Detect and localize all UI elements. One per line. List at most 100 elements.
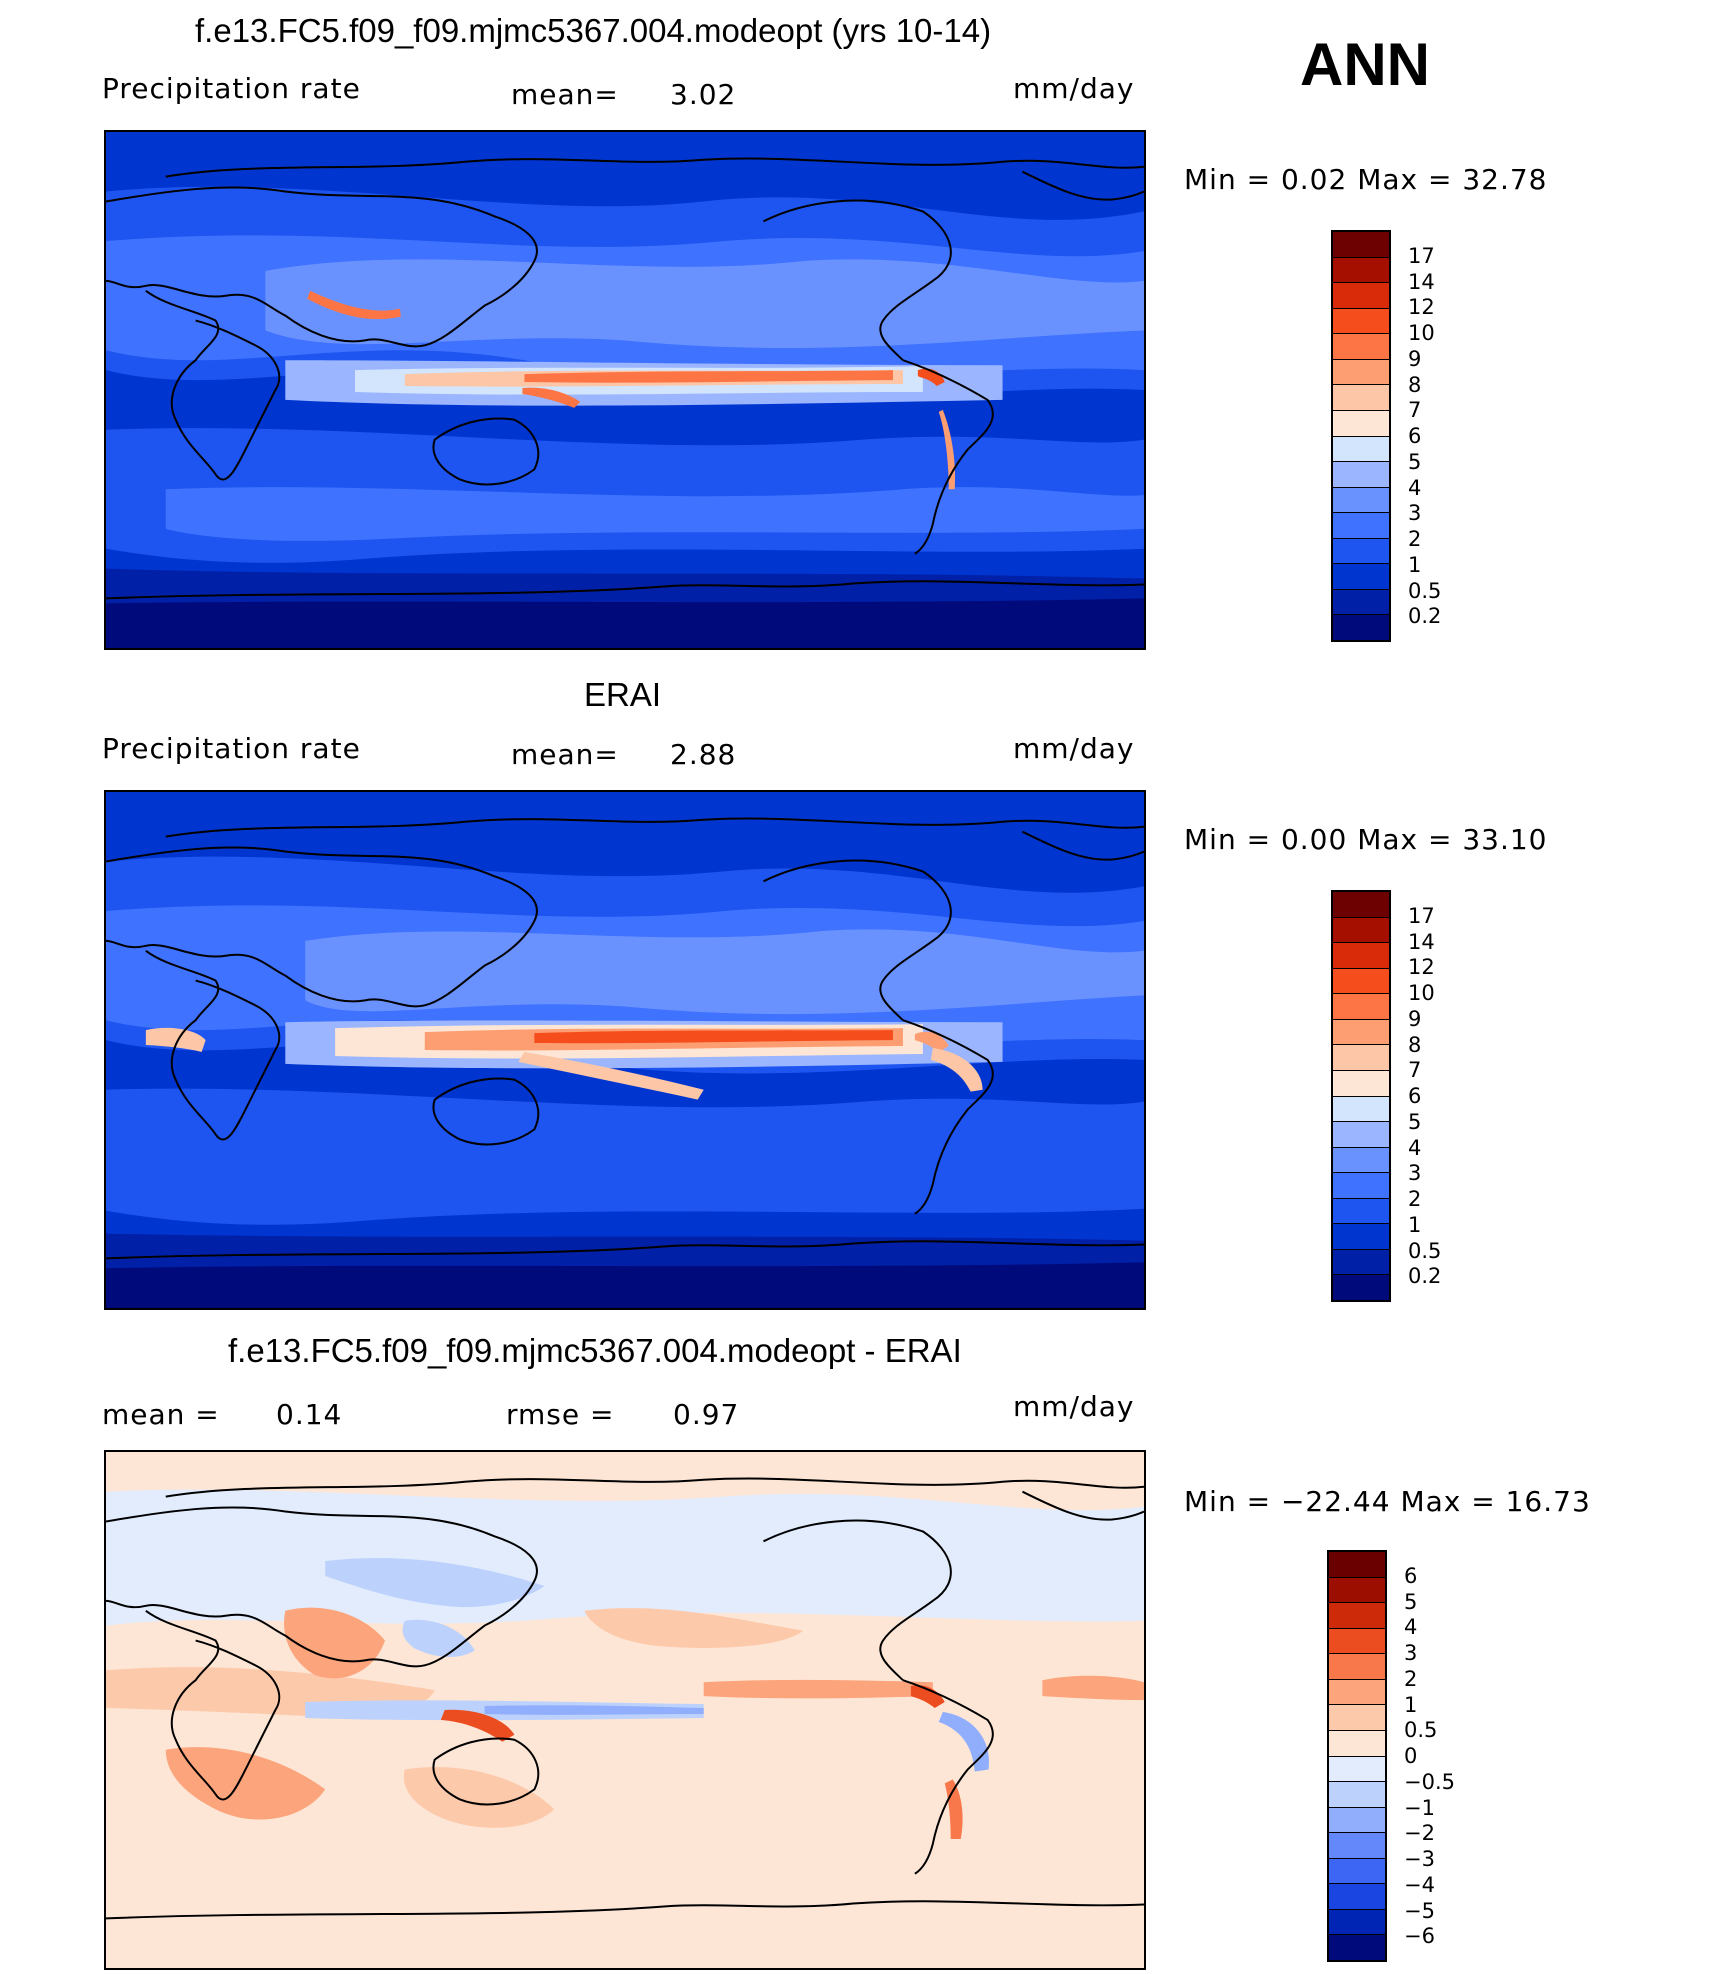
colorbar-swatch <box>1329 1935 1385 1960</box>
colorbar-tick-label: 17 <box>1408 903 1435 928</box>
colorbar-tick-label: 4 <box>1408 1135 1422 1160</box>
colorbar-tick-label: 0.2 <box>1408 1264 1442 1289</box>
colorbar-swatch <box>1333 513 1389 539</box>
colorbar-tick-label: 2 <box>1408 1187 1422 1211</box>
panel2-units: mm/day <box>1013 732 1135 765</box>
panel1-mean-label: mean= <box>511 78 619 111</box>
colorbar-swatch <box>1333 1045 1389 1071</box>
colorbar-tick-label: 3 <box>1408 501 1422 526</box>
panel3-min-max: Min = −22.44 Max = 16.73 <box>1184 1485 1591 1518</box>
colorbar-swatch <box>1333 917 1389 944</box>
colorbar-tick-label: 17 <box>1408 243 1435 268</box>
panel3-mean-label: mean = <box>102 1398 220 1431</box>
colorbar-tick-label: 2 <box>1404 1666 1418 1691</box>
panel3-map <box>104 1450 1146 1970</box>
colorbar-swatch <box>1333 308 1389 335</box>
colorbar-swatch <box>1333 1070 1389 1097</box>
colorbar-swatch <box>1333 232 1389 258</box>
panel2-mean-value: 2.88 <box>670 738 737 771</box>
panel1-map <box>104 130 1146 650</box>
colorbar-tick-label: −2 <box>1404 1821 1435 1846</box>
colorbar-tick-label: 7 <box>1408 398 1422 423</box>
colorbar-tick-label: 6 <box>1408 1084 1422 1108</box>
colorbar-swatch <box>1329 1628 1385 1655</box>
colorbar-tick-label: −3 <box>1404 1847 1435 1871</box>
colorbar-tick-label: 9 <box>1408 1006 1422 1031</box>
colorbar-swatch <box>1329 1552 1385 1578</box>
colorbar-tick-label: 1 <box>1404 1692 1418 1717</box>
panel2-variable-label: Precipitation rate <box>102 732 361 765</box>
colorbar-swatch <box>1333 1249 1389 1276</box>
colorbar-swatch <box>1329 1756 1385 1783</box>
colorbar-swatch <box>1329 1782 1385 1808</box>
colorbar-tick-label: −5 <box>1404 1898 1435 1923</box>
panel1-variable-label: Precipitation rate <box>102 72 361 105</box>
colorbar-tick-label: 3 <box>1408 1161 1422 1186</box>
colorbar-tick-label: −4 <box>1404 1872 1435 1897</box>
panel1-units: mm/day <box>1013 72 1135 105</box>
panel2-mean-label: mean= <box>511 738 619 771</box>
colorbar-swatch <box>1329 1577 1385 1604</box>
colorbar-swatch <box>1329 1705 1385 1731</box>
panel3-mean-value: 0.14 <box>276 1398 343 1431</box>
panel1-min-max: Min = 0.02 Max = 32.78 <box>1184 163 1548 196</box>
colorbar-swatch <box>1329 1884 1385 1910</box>
colorbar-tick-label: 6 <box>1408 424 1422 448</box>
colorbar-swatch <box>1333 436 1389 463</box>
colorbar-tick-label: −0.5 <box>1404 1769 1455 1794</box>
colorbar-swatch <box>1333 1122 1389 1148</box>
colorbar-tick-label: −6 <box>1404 1924 1435 1949</box>
colorbar-tick-label: 12 <box>1408 295 1435 320</box>
colorbar-swatch <box>1333 943 1389 969</box>
panel3-rmse-label: rmse = <box>506 1398 615 1431</box>
colorbar-tick-label: 0.5 <box>1404 1718 1438 1743</box>
colorbar-swatch <box>1333 283 1389 309</box>
colorbar-tick-label: 14 <box>1408 269 1435 294</box>
colorbar-tick-label: 0.5 <box>1408 578 1442 603</box>
colorbar-tick-label: 5 <box>1408 1109 1422 1134</box>
colorbar-swatch <box>1333 564 1389 590</box>
colorbar-tick-label: 6 <box>1404 1563 1418 1588</box>
panel2-min-max: Min = 0.00 Max = 33.10 <box>1184 823 1548 856</box>
colorbar-swatch <box>1333 334 1389 360</box>
colorbar-tick-label: 5 <box>1404 1589 1418 1614</box>
colorbar-tick-label: 0.5 <box>1408 1238 1442 1263</box>
colorbar-tick-label: 9 <box>1408 346 1422 371</box>
panel3-units: mm/day <box>1013 1390 1135 1423</box>
colorbar-swatch <box>1333 538 1389 565</box>
colorbar-tick-label: 14 <box>1408 929 1435 954</box>
colorbar-tick-label: 12 <box>1408 955 1435 980</box>
colorbar-swatch <box>1333 589 1389 616</box>
colorbar-swatch <box>1329 1807 1385 1834</box>
colorbar-tick-label: 1 <box>1408 552 1422 577</box>
panel2-title: ERAI <box>584 676 662 713</box>
colorbar-tick-label: 4 <box>1408 475 1422 500</box>
colorbar-tick-label: 0.2 <box>1408 604 1442 629</box>
colorbar-swatch <box>1333 968 1389 995</box>
colorbar-swatch <box>1333 385 1389 411</box>
panel3-colorbar <box>1327 1550 1387 1962</box>
colorbar-tick-label: 3 <box>1404 1641 1418 1665</box>
panel3-rmse-value: 0.97 <box>673 1398 740 1431</box>
colorbar-swatch <box>1329 1833 1385 1859</box>
colorbar-tick-label: 5 <box>1408 449 1422 474</box>
colorbar-swatch <box>1333 410 1389 437</box>
colorbar-swatch <box>1333 1224 1389 1250</box>
colorbar-tick-label: 4 <box>1404 1615 1418 1640</box>
colorbar-swatch <box>1333 1173 1389 1199</box>
season-label: ANN <box>1300 31 1430 98</box>
panel1-title: f.e13.FC5.f09_f09.mjmc5367.004.modeopt (… <box>195 12 992 49</box>
colorbar-swatch <box>1333 1147 1389 1174</box>
colorbar-swatch <box>1333 1198 1389 1225</box>
colorbar-swatch <box>1333 359 1389 386</box>
colorbar-swatch <box>1333 1096 1389 1123</box>
panel2-colorbar <box>1331 890 1391 1302</box>
panel1-colorbar <box>1331 230 1391 642</box>
colorbar-tick-label: 8 <box>1408 372 1422 397</box>
colorbar-tick-label: 10 <box>1408 321 1435 345</box>
colorbar-swatch <box>1333 462 1389 488</box>
colorbar-swatch <box>1329 1603 1385 1629</box>
panel3-title: f.e13.FC5.f09_f09.mjmc5367.004.modeopt -… <box>228 1332 962 1369</box>
panel1-mean-value: 3.02 <box>670 78 737 111</box>
colorbar-swatch <box>1333 994 1389 1020</box>
